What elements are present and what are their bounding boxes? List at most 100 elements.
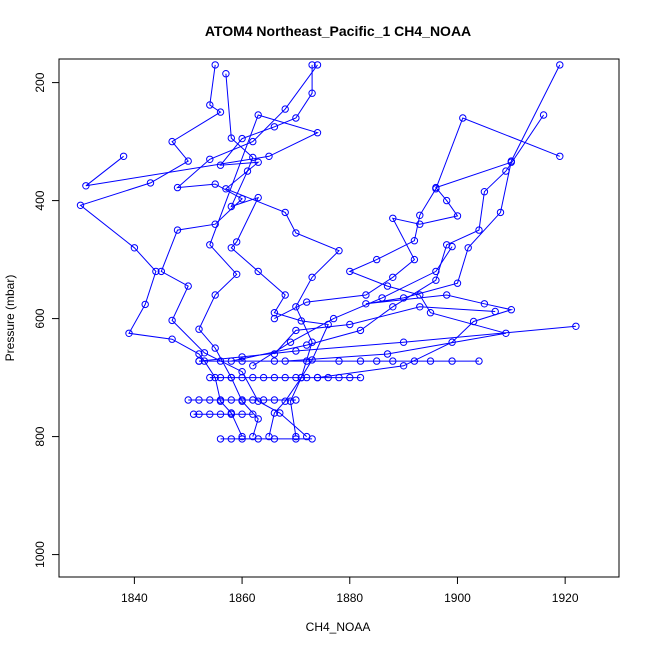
data-point: [259, 373, 268, 382]
series: [216, 435, 316, 443]
y-tick-label: 1000: [33, 541, 47, 568]
series-line: [274, 306, 496, 355]
data-point: [216, 373, 225, 382]
data-point: [206, 101, 214, 109]
data-point: [313, 61, 322, 69]
data-point: [399, 338, 408, 346]
data-point: [173, 226, 182, 234]
data-point: [303, 357, 311, 365]
data-point: [416, 291, 424, 299]
x-tick-label: 1880: [336, 591, 363, 605]
series: [184, 396, 300, 404]
data-point: [572, 322, 580, 330]
data-point: [249, 153, 257, 162]
data-point: [292, 229, 300, 237]
data-point: [335, 373, 343, 382]
data-point: [254, 435, 262, 443]
data-point: [378, 294, 386, 302]
data-point: [276, 409, 284, 417]
series: [189, 410, 257, 418]
x-tick-label: 1900: [444, 591, 471, 605]
data-point: [152, 267, 160, 276]
axes: 1840 1860 1880 1900 1920 200 400 600 800 1000: [33, 72, 579, 605]
data-point: [399, 362, 408, 370]
data-point: [157, 267, 166, 276]
data-point: [238, 435, 246, 443]
data-point: [200, 349, 209, 357]
data-point: [346, 320, 354, 329]
data-point: [222, 185, 230, 193]
data-point: [206, 396, 214, 404]
x-axis-label: CH4_NOAA: [306, 620, 371, 634]
data-point: [195, 350, 203, 358]
plot-frame: [58, 58, 620, 578]
x-tick-label: 1860: [229, 591, 256, 605]
series: [206, 373, 365, 382]
data-point: [227, 396, 236, 404]
data-point: [195, 325, 203, 333]
data-point: [270, 373, 279, 382]
data-point: [475, 226, 483, 234]
data-point: [373, 357, 381, 365]
data-point: [270, 396, 279, 404]
data-point: [308, 273, 316, 281]
data-point: [443, 241, 451, 249]
data-point: [426, 357, 435, 365]
data-point: [286, 338, 295, 346]
data-point: [491, 307, 499, 316]
data-point: [303, 341, 311, 349]
series-line: [160, 64, 318, 437]
data-point: [292, 347, 300, 355]
data-point: [227, 244, 236, 252]
data-point: [303, 298, 311, 306]
data-point: [389, 303, 397, 311]
data-point: [416, 211, 424, 220]
data-point: [383, 350, 392, 358]
series: [82, 111, 322, 441]
data-point: [270, 435, 279, 443]
data-point: [184, 282, 192, 290]
data-point: [216, 357, 225, 365]
data-point: [222, 70, 230, 78]
series: [157, 61, 322, 441]
data-point: [206, 410, 214, 418]
data-point: [216, 410, 225, 418]
data-point: [211, 344, 219, 352]
series: [216, 61, 343, 441]
data-point: [206, 155, 214, 164]
data-point: [443, 291, 451, 299]
data-point: [416, 303, 424, 311]
data-point: [238, 357, 246, 365]
data-point: [119, 152, 128, 161]
data-point: [130, 244, 139, 252]
data-point: [416, 220, 424, 228]
series-line: [274, 161, 512, 320]
data-point: [292, 114, 300, 122]
data-point: [281, 397, 289, 405]
data-point: [448, 242, 456, 251]
data-point: [238, 134, 246, 143]
data-point: [443, 196, 451, 205]
series: [270, 303, 499, 358]
data-point: [426, 309, 435, 317]
data-point: [480, 300, 489, 308]
data-point: [216, 435, 225, 443]
data-point: [507, 158, 515, 166]
data-point: [254, 158, 262, 166]
data-point: [313, 373, 322, 382]
series-line: [285, 117, 560, 362]
data-point: [286, 397, 295, 405]
data-point: [281, 291, 289, 299]
data-point: [464, 244, 472, 252]
series: [76, 61, 246, 441]
data-point: [292, 435, 300, 443]
data-point: [389, 357, 397, 365]
data-point: [168, 137, 176, 146]
data-point: [238, 432, 246, 441]
y-tick-label: 400: [33, 190, 47, 210]
data-point: [281, 208, 289, 217]
data-point: [216, 108, 225, 116]
data-point: [556, 61, 564, 69]
data-point: [324, 373, 332, 382]
data-point: [356, 326, 365, 335]
